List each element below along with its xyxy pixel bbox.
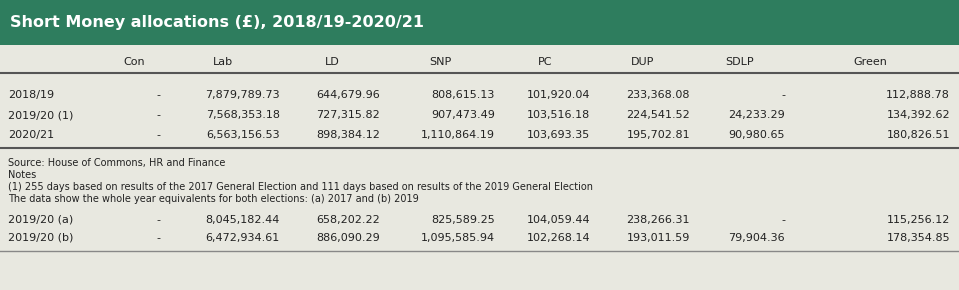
Text: Green: Green: [854, 57, 887, 67]
Text: -: -: [156, 233, 160, 243]
Text: 195,702.81: 195,702.81: [626, 130, 690, 140]
Text: SDLP: SDLP: [726, 57, 755, 67]
Text: 101,920.04: 101,920.04: [526, 90, 590, 100]
Text: 886,090.29: 886,090.29: [316, 233, 380, 243]
Text: -: -: [156, 215, 160, 225]
Text: 727,315.82: 727,315.82: [316, 110, 380, 120]
Text: 90,980.65: 90,980.65: [729, 130, 785, 140]
Text: -: -: [156, 110, 160, 120]
Text: 825,589.25: 825,589.25: [432, 215, 495, 225]
Text: 233,368.08: 233,368.08: [626, 90, 690, 100]
Text: 2020/21: 2020/21: [8, 130, 54, 140]
Text: 180,826.51: 180,826.51: [886, 130, 950, 140]
Text: -: -: [781, 215, 785, 225]
Text: 104,059.44: 104,059.44: [526, 215, 590, 225]
Text: 898,384.12: 898,384.12: [316, 130, 380, 140]
Text: -: -: [156, 90, 160, 100]
Text: 178,354.85: 178,354.85: [886, 233, 950, 243]
Text: 6,472,934.61: 6,472,934.61: [206, 233, 280, 243]
Text: Short Money allocations (£), 2018/19-2020/21: Short Money allocations (£), 2018/19-202…: [10, 15, 424, 30]
Text: (1) 255 days based on results of the 2017 General Election and 111 days based on: (1) 255 days based on results of the 201…: [8, 182, 593, 192]
Text: Con: Con: [123, 57, 145, 67]
Text: Source: House of Commons, HR and Finance: Source: House of Commons, HR and Finance: [8, 158, 225, 168]
Text: Lab: Lab: [213, 57, 233, 67]
Text: DUP: DUP: [631, 57, 654, 67]
Text: 102,268.14: 102,268.14: [526, 233, 590, 243]
Text: 1,095,585.94: 1,095,585.94: [421, 233, 495, 243]
Text: -: -: [781, 90, 785, 100]
Text: 2018/19: 2018/19: [8, 90, 54, 100]
Text: PC: PC: [538, 57, 552, 67]
Text: 103,516.18: 103,516.18: [526, 110, 590, 120]
Text: 808,615.13: 808,615.13: [432, 90, 495, 100]
Text: 7,879,789.73: 7,879,789.73: [205, 90, 280, 100]
Text: SNP: SNP: [429, 57, 451, 67]
Text: 644,679.96: 644,679.96: [316, 90, 380, 100]
Text: 24,233.29: 24,233.29: [728, 110, 785, 120]
Text: 134,392.62: 134,392.62: [886, 110, 950, 120]
Text: 112,888.78: 112,888.78: [886, 90, 950, 100]
Text: 6,563,156.53: 6,563,156.53: [206, 130, 280, 140]
Text: 115,256.12: 115,256.12: [887, 215, 950, 225]
FancyBboxPatch shape: [0, 0, 959, 45]
Text: 238,266.31: 238,266.31: [626, 215, 690, 225]
Text: 103,693.35: 103,693.35: [526, 130, 590, 140]
Text: 2019/20 (b): 2019/20 (b): [8, 233, 74, 243]
Text: 1,110,864.19: 1,110,864.19: [421, 130, 495, 140]
Text: 193,011.59: 193,011.59: [626, 233, 690, 243]
Text: -: -: [156, 130, 160, 140]
Text: 2019/20 (1): 2019/20 (1): [8, 110, 74, 120]
Text: The data show the whole year equivalents for both elections: (a) 2017 and (b) 20: The data show the whole year equivalents…: [8, 194, 419, 204]
Text: 224,541.52: 224,541.52: [626, 110, 690, 120]
Text: Notes: Notes: [8, 170, 36, 180]
Text: 7,568,353.18: 7,568,353.18: [206, 110, 280, 120]
Text: 79,904.36: 79,904.36: [729, 233, 785, 243]
Text: LD: LD: [325, 57, 339, 67]
Text: 907,473.49: 907,473.49: [432, 110, 495, 120]
Text: 2019/20 (a): 2019/20 (a): [8, 215, 73, 225]
Text: 658,202.22: 658,202.22: [316, 215, 380, 225]
Text: 8,045,182.44: 8,045,182.44: [205, 215, 280, 225]
